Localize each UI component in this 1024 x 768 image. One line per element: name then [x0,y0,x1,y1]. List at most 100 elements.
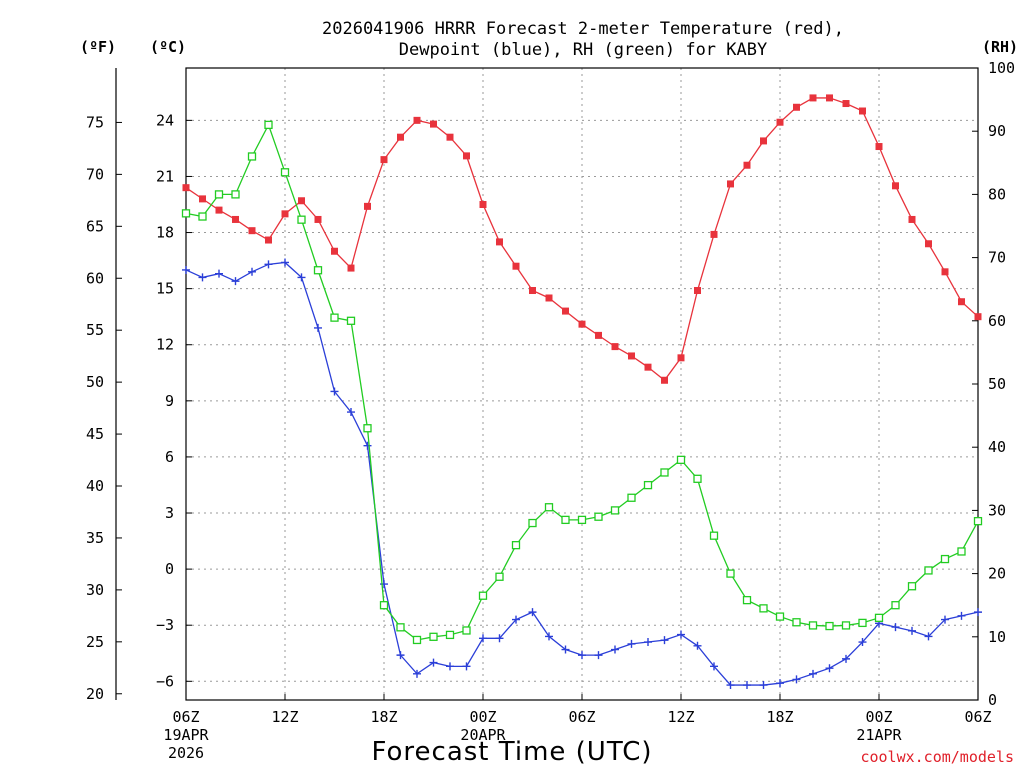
dewpoint-point [891,623,900,632]
rh-point [346,316,356,325]
dewpoint-point [693,641,702,650]
rh-tick-label: 0 [988,691,997,709]
temperature-point [677,354,685,362]
x-tick-label: 06Z [568,708,595,726]
temperature-point [413,116,421,124]
dewpoint-point [561,645,570,654]
celsius-tick-label: 24 [156,111,174,129]
temperature-point [265,236,272,244]
rh-point [297,215,306,224]
temperature-point [331,247,338,255]
plot-frame [185,67,979,701]
temperature-point [661,376,668,384]
temperature-point [232,215,239,223]
rh-point [561,515,570,525]
rh-point [445,630,455,640]
celsius-tick-label: 21 [156,167,174,185]
fahrenheit-tick-label: 40 [86,477,104,495]
temperature-point [529,287,536,295]
credit-text: coolwx.com/models [860,748,1014,766]
rh-point [775,612,785,621]
dewpoint-point [198,273,207,282]
dewpoint-point [578,651,586,660]
rh-point [742,595,752,605]
temperature-point [562,307,569,315]
temperature-point [809,94,817,102]
rh-tick-label: 20 [988,565,1006,583]
dewpoint-point [248,267,256,276]
rh-tick-label: 40 [988,438,1006,456]
rh-point [214,190,224,199]
dewpoint-point [627,639,636,648]
celsius-tick-label: 6 [165,448,174,466]
rh-point [973,516,983,526]
dewpoint-point [792,675,801,684]
x-tick-year-label: 2026 [168,744,204,762]
fahrenheit-tick-label: 20 [86,685,104,703]
x-tick-label: 18Z [370,708,397,726]
grid-lines [186,68,978,700]
rh-point [759,604,768,613]
rh-point [594,512,603,521]
fahrenheit-tick-label: 25 [86,633,104,651]
celsius-tick-label: −6 [156,672,174,690]
temperature-point [925,240,932,248]
rh-point [726,569,735,578]
dewpoint-point [314,323,322,332]
rh-point [792,618,801,627]
temperature-point [710,230,718,238]
temperature-point [281,210,289,218]
temperature-point [347,264,355,272]
celsius-tick-label: 3 [165,504,174,522]
fahrenheit-tick-label: 60 [86,269,104,287]
tick-labels: 20 25 30 35 40 45 50 55 60 65 70 75 −6 −3 0 3 6 9 12 15 18 21… [86,59,1015,762]
dewpoint-point [974,608,982,617]
celsius-tick-label: 9 [165,392,174,410]
rh-point [577,515,587,525]
dewpoint-point [842,654,850,663]
temperature-point [298,197,305,205]
dewpoint-point [297,273,306,282]
dewpoint-point [957,611,966,620]
rh-point [478,591,488,600]
data-series [181,94,983,690]
rh-point [247,152,257,161]
rh-tick-label: 90 [988,122,1006,140]
temperature-point [628,352,635,360]
rh-tick-label: 50 [988,375,1006,393]
temperature-point [859,107,866,115]
dewpoint-point [924,632,933,641]
dewpoint-point [363,441,372,450]
dewpoint-point [462,662,471,671]
fahrenheit-tick-label: 55 [86,321,104,339]
celsius-tick-label: −3 [156,616,174,634]
x-tick-label: 12Z [271,708,298,726]
temperature-point [380,156,388,164]
temperature-point [826,94,833,102]
temperature-point [463,152,470,160]
temperature-point [545,294,553,302]
x-tick-label: 06Z [964,708,991,726]
rh-tick-label: 70 [988,249,1006,267]
rh-point [528,518,537,528]
rh-point [907,582,917,591]
temperature-point [892,182,899,190]
temperature-point [578,320,586,328]
fahrenheit-tick-label: 65 [86,217,104,235]
rh-point [957,547,966,556]
dewpoint-point [710,662,718,671]
temperature-point [512,262,520,270]
temperature-point [727,180,734,188]
rh-point [676,455,686,464]
temperature-point [182,184,190,192]
dewpoint-point [446,662,454,671]
dewpoint-point [908,626,916,635]
rh-point [544,503,554,512]
rh-point [396,623,405,632]
rh-unit-label: (RH) [982,38,1018,56]
dewpoint-point [281,258,289,267]
temperature-point [215,206,223,214]
dewpoint-point [528,608,537,617]
dewpoint-point [380,580,388,589]
dewpoint-point [215,269,223,278]
